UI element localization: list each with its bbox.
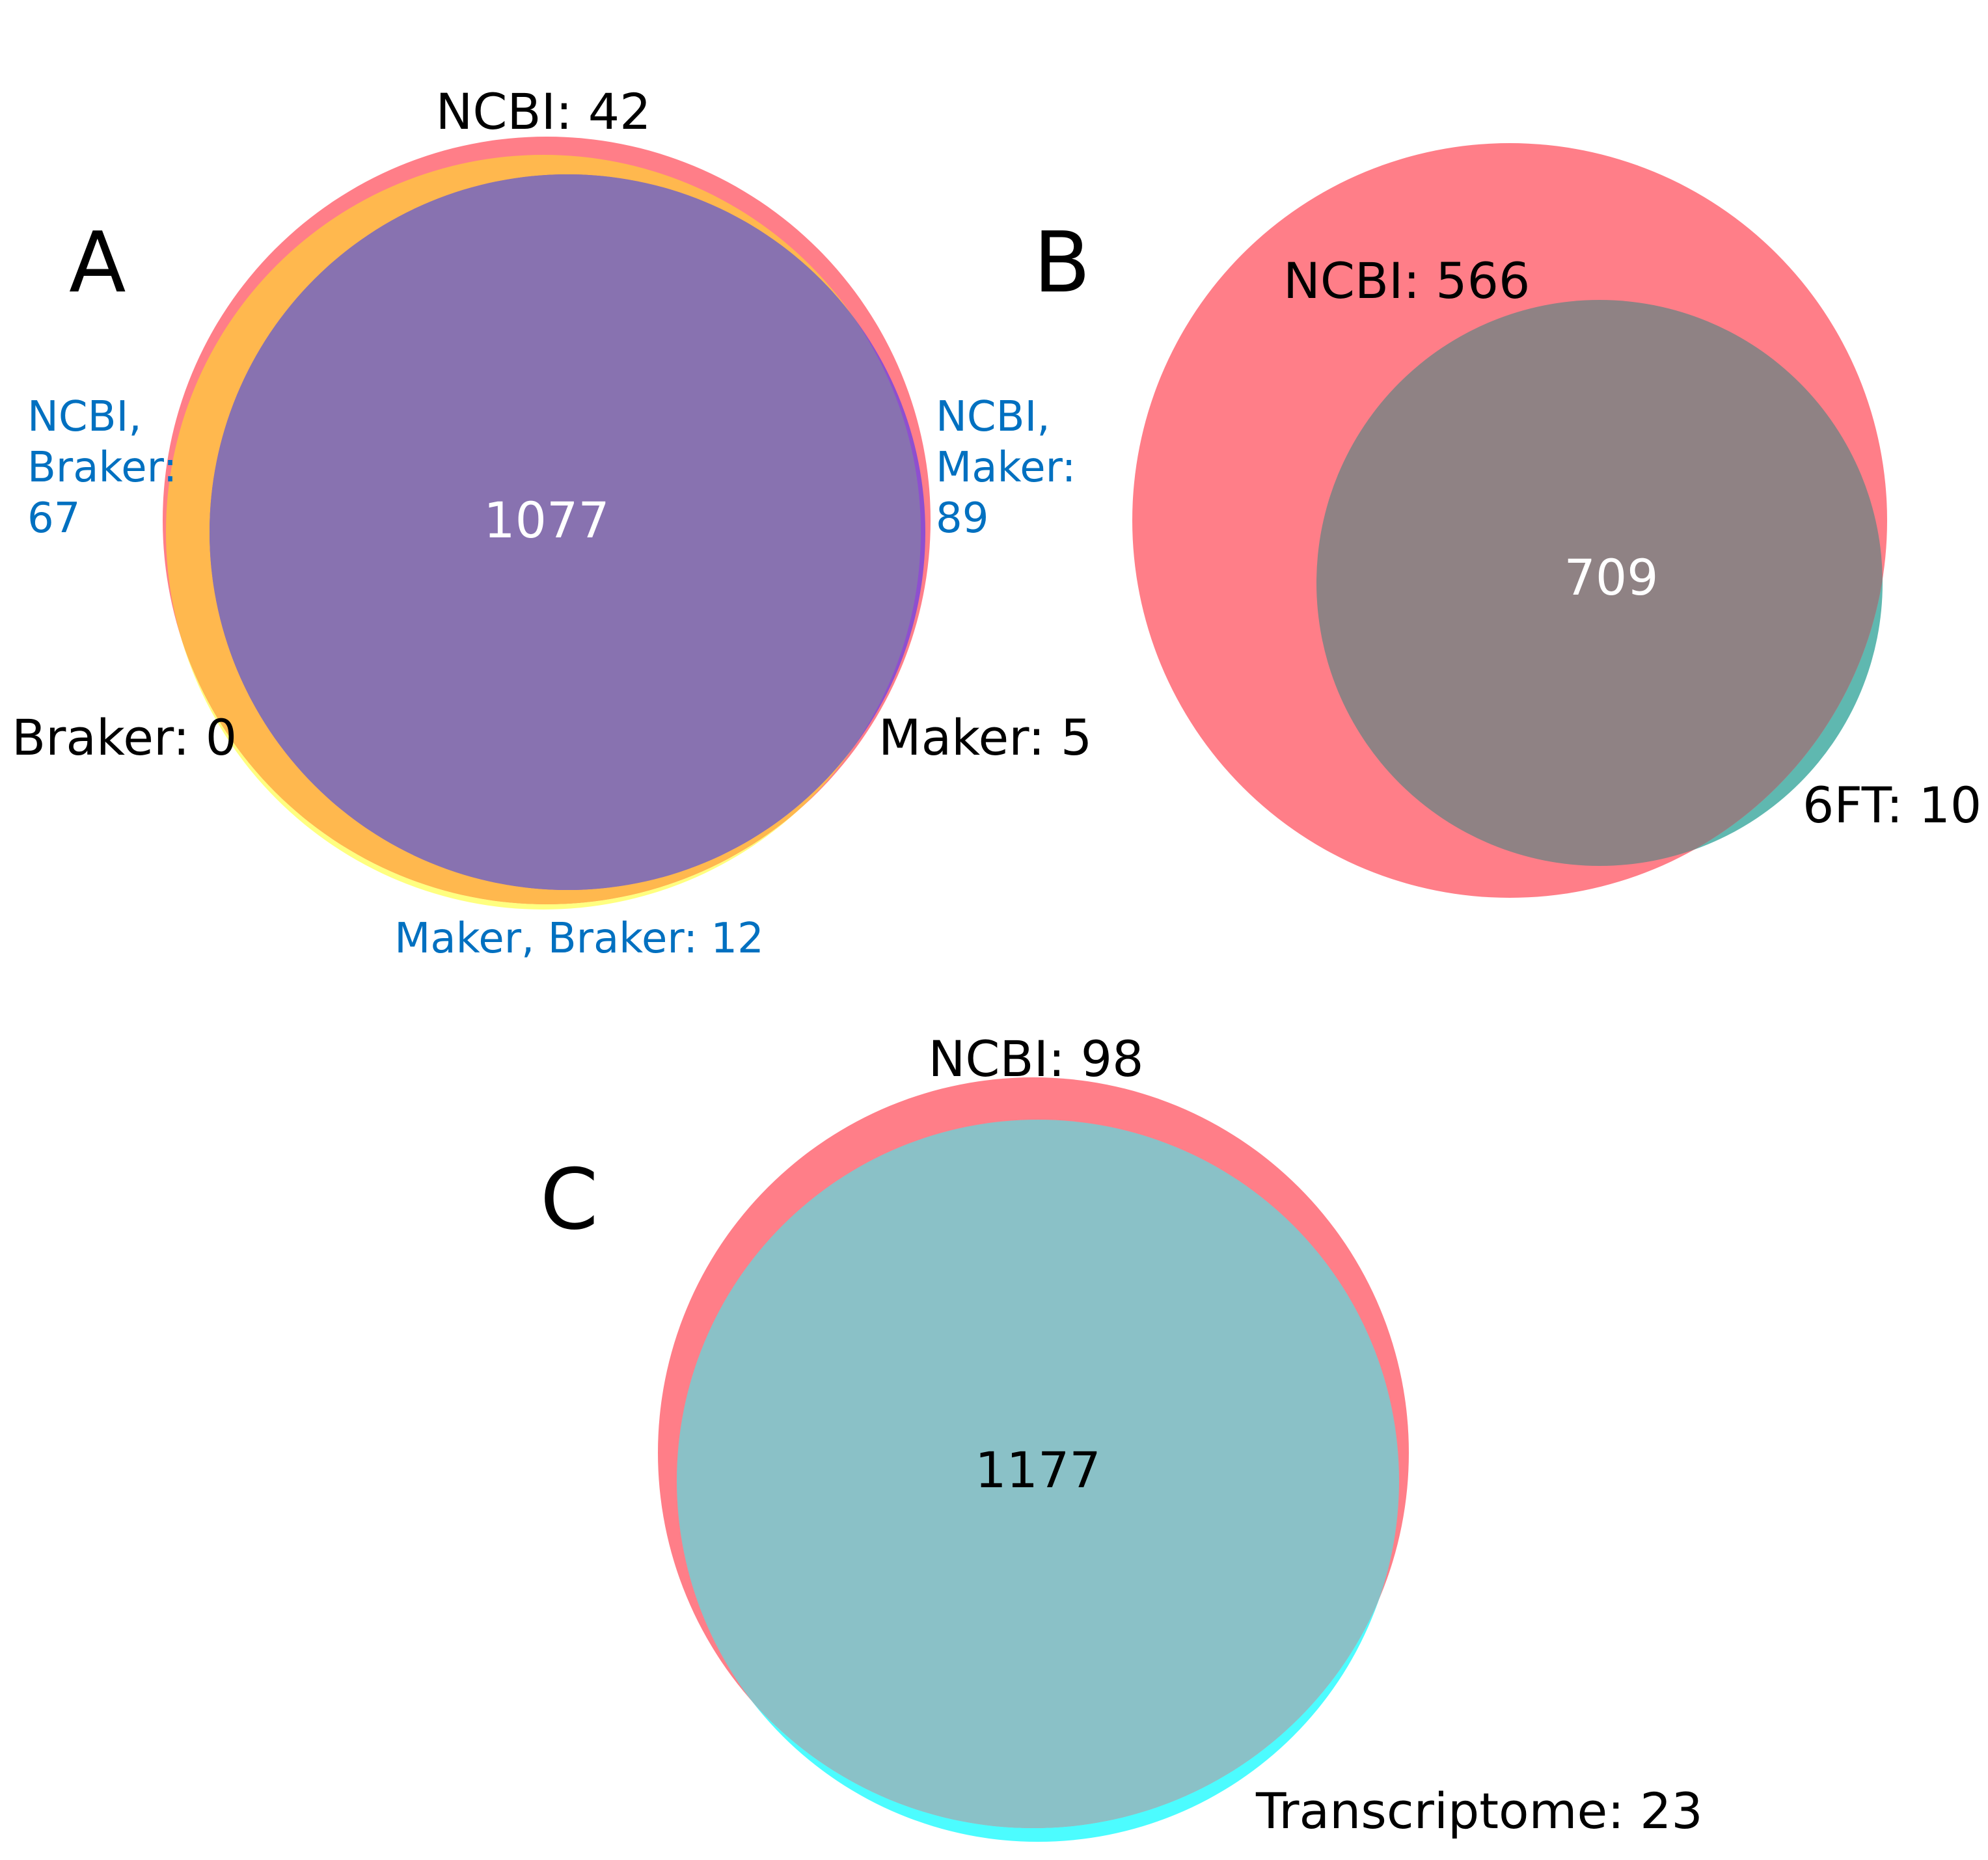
venn-a-maker-only-label: Maker: 5 bbox=[878, 708, 1092, 766]
venn-b-sixft-only-label: 6FT: 10 bbox=[1803, 776, 1981, 834]
venn-panel-b: B NCBI: 566 709 6FT: 10 bbox=[1033, 143, 1981, 898]
venn-b-shapes bbox=[1132, 143, 1887, 898]
venn-panel-a: A NCBI: 42 NCBI, Braker: 67 NCBI, Maker:… bbox=[12, 83, 1092, 963]
venn-a-all-three-count: 1077 bbox=[483, 491, 609, 549]
venn-b-shared-count: 709 bbox=[1564, 548, 1658, 606]
venn-a-triple-overlap bbox=[210, 174, 921, 890]
venn-c-overlap bbox=[677, 1120, 1399, 1828]
panel-label-c: C bbox=[540, 1152, 598, 1248]
venn-c-transcriptome-only-label: Transcriptome: 23 bbox=[1255, 1782, 1703, 1840]
venn-a-maker-braker-label: Maker, Braker: 12 bbox=[394, 915, 764, 963]
venn-a-ncbi-maker-label: NCBI, Maker: 89 bbox=[936, 393, 1089, 543]
venn-a-ncbi-braker-label: NCBI, Braker: 67 bbox=[27, 393, 191, 543]
panel-label-a: A bbox=[69, 215, 126, 312]
venn-b-ncbi-only-label: NCBI: 566 bbox=[1283, 252, 1530, 310]
venn-panel-c: C NCBI: 98 1177 Transcriptome: 23 bbox=[540, 1030, 1703, 1842]
venn-a-shapes bbox=[163, 137, 931, 910]
venn-c-shared-count: 1177 bbox=[975, 1441, 1100, 1499]
venn-a-braker-only-label: Braker: 0 bbox=[12, 708, 237, 766]
venn-a-ncbi-only-label: NCBI: 42 bbox=[436, 83, 651, 141]
venn-c-ncbi-only-label: NCBI: 98 bbox=[929, 1030, 1144, 1088]
venn-c-shapes bbox=[658, 1077, 1409, 1842]
venn-b-overlap bbox=[1316, 300, 1883, 866]
panel-label-b: B bbox=[1033, 215, 1091, 312]
